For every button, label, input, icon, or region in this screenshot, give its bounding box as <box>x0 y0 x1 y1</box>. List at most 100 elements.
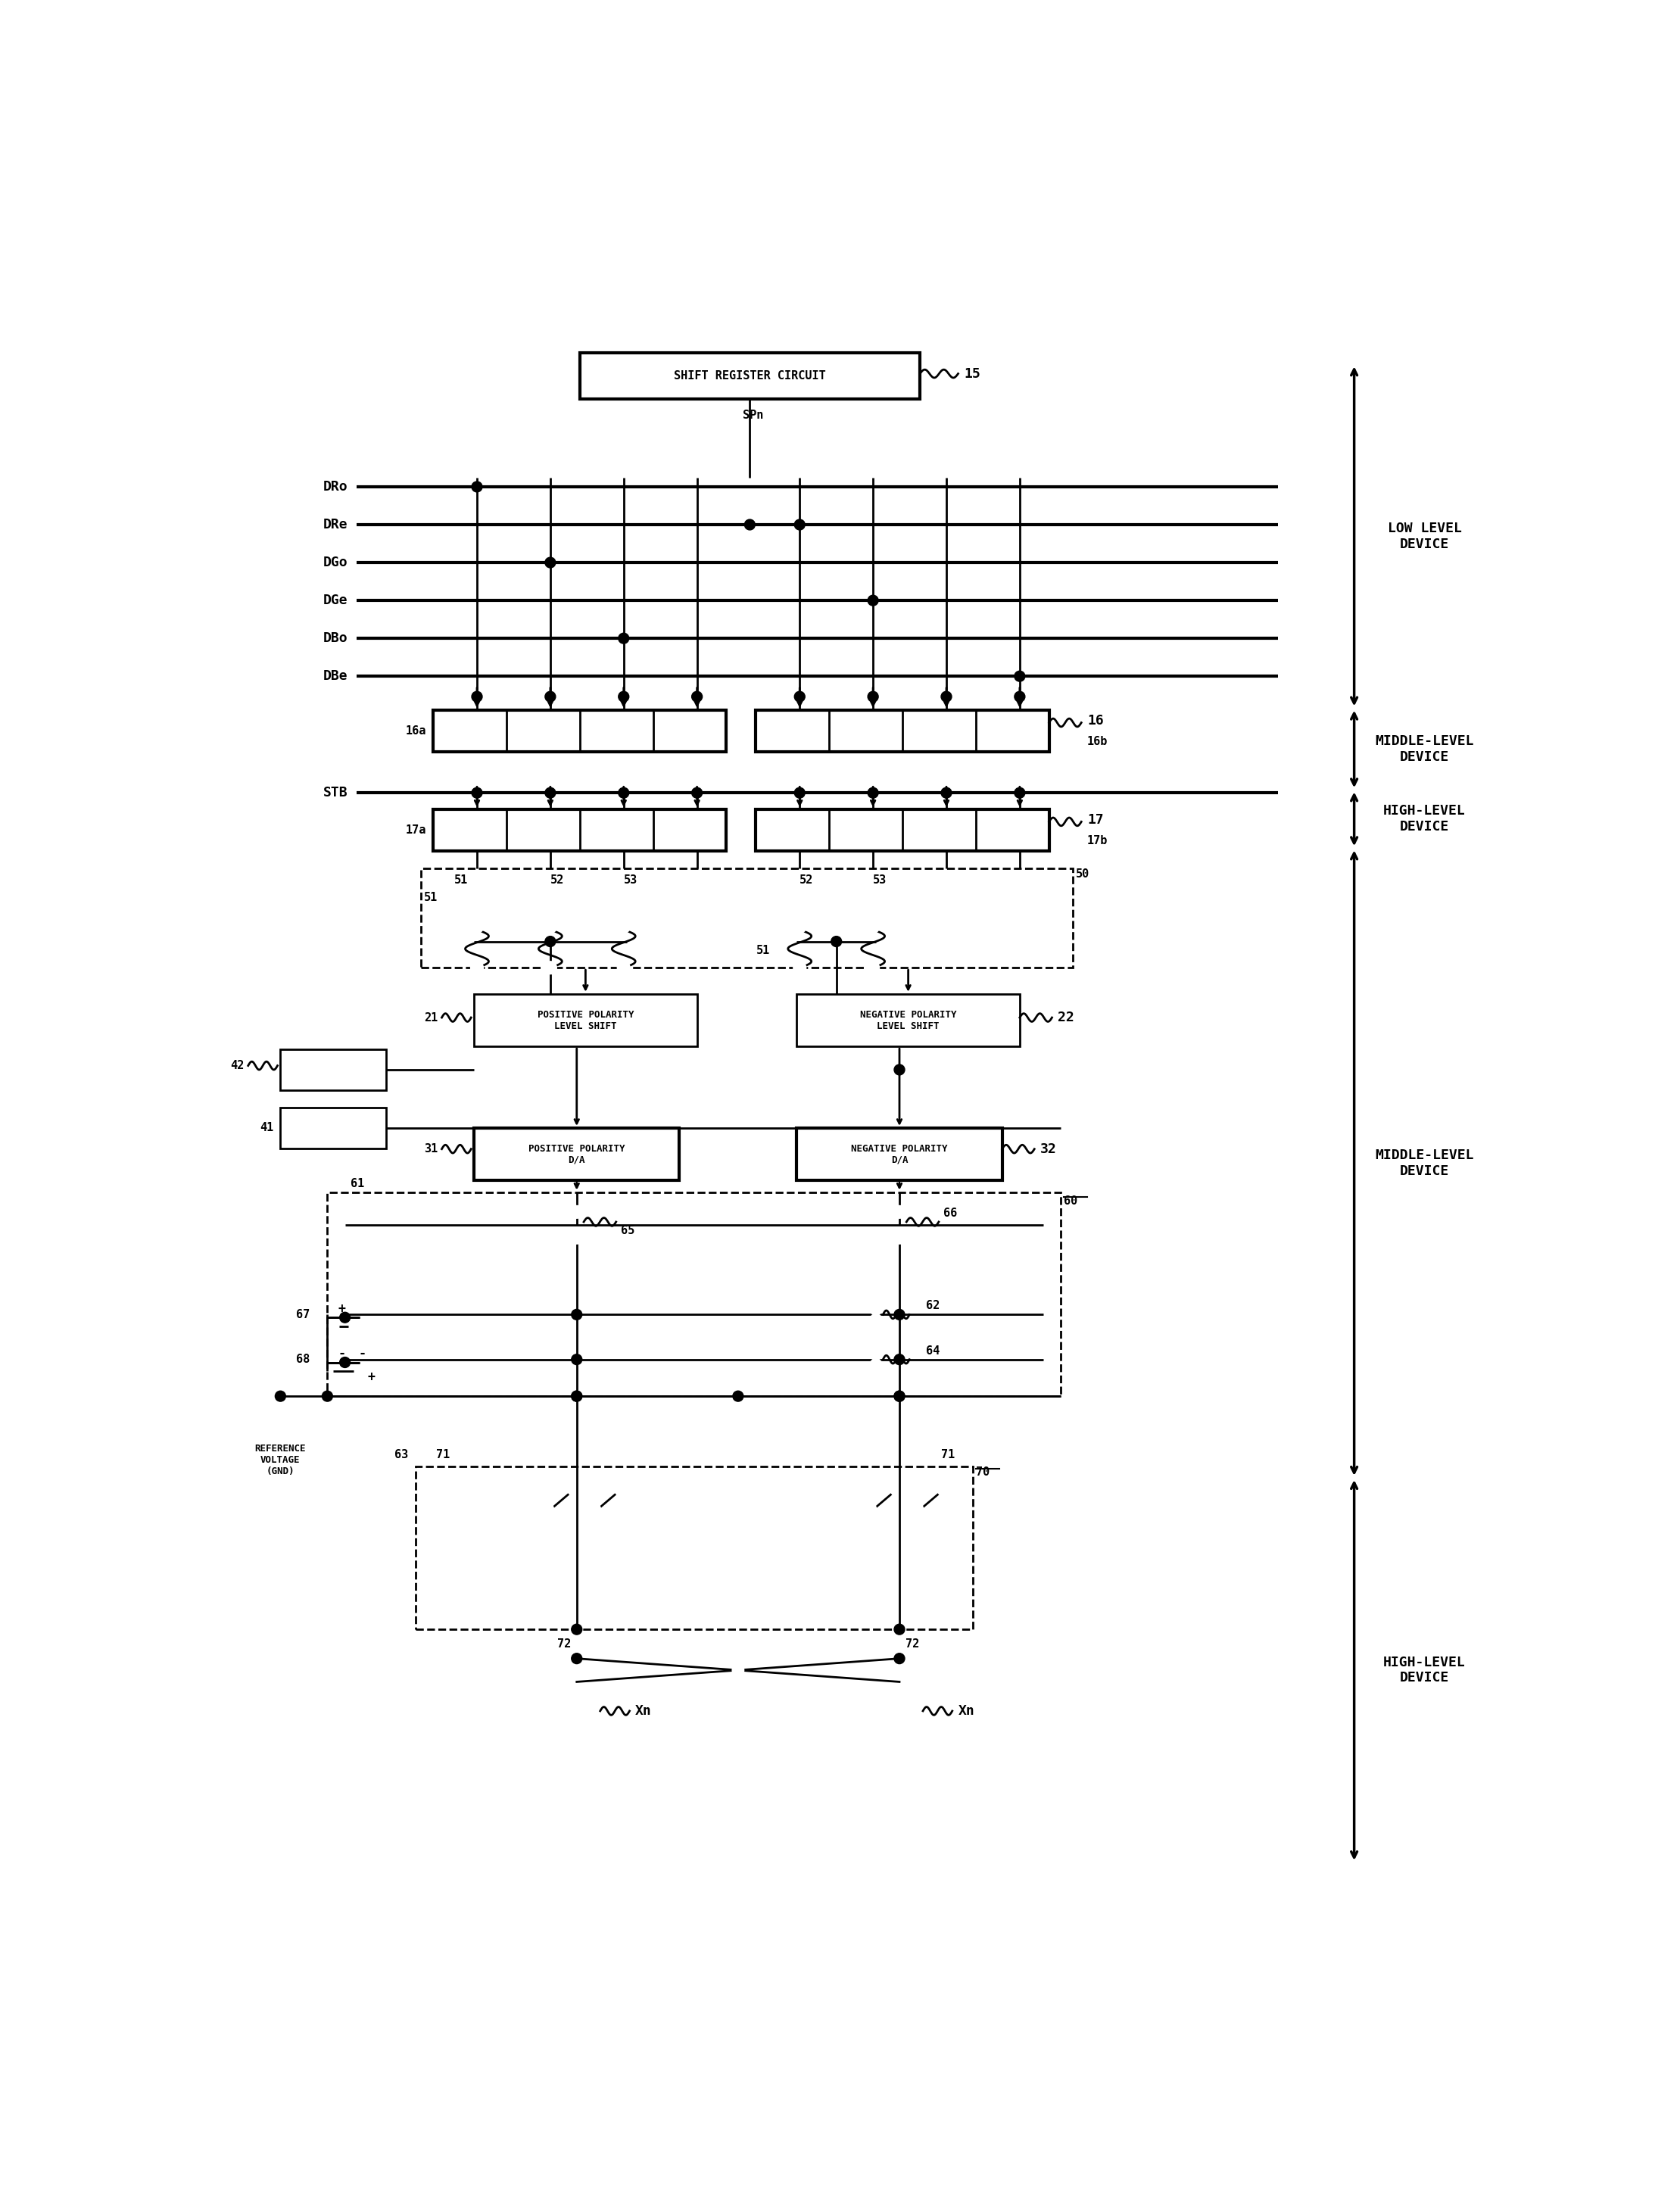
Circle shape <box>544 962 556 973</box>
Circle shape <box>894 1231 906 1244</box>
Circle shape <box>618 920 630 933</box>
Text: 16: 16 <box>1087 714 1104 727</box>
Circle shape <box>571 1205 583 1218</box>
Text: DGe: DGe <box>323 594 348 607</box>
Circle shape <box>941 692 951 701</box>
Bar <box>580 353 921 399</box>
Circle shape <box>544 920 556 933</box>
Circle shape <box>571 1624 581 1634</box>
Circle shape <box>544 557 556 567</box>
Circle shape <box>911 1503 922 1516</box>
Text: LOW LEVEL
DEVICE: LOW LEVEL DEVICE <box>1388 521 1462 550</box>
Text: REFERENCE
VOLTAGE
(GND): REFERENCE VOLTAGE (GND) <box>255 1444 306 1477</box>
Text: 16b: 16b <box>1087 736 1107 747</box>
Text: -: - <box>338 1347 346 1361</box>
Text: DGo: DGo <box>323 557 348 570</box>
Text: MIDDLE-LEVEL
DEVICE: MIDDLE-LEVEL DEVICE <box>1376 1148 1473 1179</box>
Bar <box>474 995 697 1047</box>
Circle shape <box>941 787 951 798</box>
Text: 53: 53 <box>874 874 887 885</box>
Circle shape <box>894 1065 906 1076</box>
Text: NEGATIVE POLARITY
LEVEL SHIFT: NEGATIVE POLARITY LEVEL SHIFT <box>860 1010 956 1030</box>
Circle shape <box>541 1503 553 1516</box>
Circle shape <box>472 482 482 493</box>
Text: 72: 72 <box>558 1639 571 1650</box>
Bar <box>756 808 1048 850</box>
Text: 21: 21 <box>423 1012 438 1023</box>
Circle shape <box>339 1356 349 1367</box>
Text: 52: 52 <box>551 874 564 885</box>
Bar <box>433 710 726 752</box>
Text: 67: 67 <box>296 1308 309 1321</box>
Circle shape <box>870 1315 882 1326</box>
Bar <box>415 1466 973 1630</box>
Circle shape <box>795 962 805 973</box>
Text: POSITIVE POLARITY
D/A: POSITIVE POLARITY D/A <box>529 1144 625 1166</box>
Text: MIDDLE-LEVEL
DEVICE: MIDDLE-LEVEL DEVICE <box>1376 734 1473 765</box>
Text: 50: 50 <box>1075 868 1089 881</box>
Circle shape <box>879 1691 921 1731</box>
Circle shape <box>571 1310 581 1319</box>
Circle shape <box>588 1503 600 1516</box>
Bar <box>474 1128 679 1181</box>
Circle shape <box>869 692 879 701</box>
Circle shape <box>571 1391 581 1402</box>
Text: 53: 53 <box>623 874 637 885</box>
Circle shape <box>795 920 805 933</box>
Circle shape <box>571 1231 583 1244</box>
Circle shape <box>556 1691 598 1731</box>
Text: Xn: Xn <box>958 1705 974 1718</box>
Text: 41: 41 <box>259 1122 274 1133</box>
Circle shape <box>470 962 482 973</box>
Text: HIGH-LEVEL
DEVICE: HIGH-LEVEL DEVICE <box>1383 1656 1465 1685</box>
Bar <box>328 1192 1060 1396</box>
Text: 51: 51 <box>423 892 438 903</box>
Circle shape <box>869 787 879 798</box>
Circle shape <box>894 1354 906 1365</box>
Circle shape <box>894 1205 906 1218</box>
Circle shape <box>732 1665 744 1676</box>
Text: DRe: DRe <box>323 517 348 532</box>
Circle shape <box>276 1391 286 1402</box>
Circle shape <box>867 962 879 973</box>
Circle shape <box>869 596 879 605</box>
Circle shape <box>618 787 628 798</box>
Circle shape <box>744 519 754 530</box>
Text: 51: 51 <box>454 874 469 885</box>
Circle shape <box>867 920 879 933</box>
Circle shape <box>472 787 482 798</box>
Bar <box>422 868 1072 968</box>
Text: 62: 62 <box>926 1299 939 1312</box>
Text: 52: 52 <box>800 874 813 885</box>
Text: 31: 31 <box>423 1144 438 1155</box>
Circle shape <box>795 519 805 530</box>
Text: 64: 64 <box>926 1345 939 1356</box>
Circle shape <box>692 787 702 798</box>
Text: +: + <box>368 1369 375 1385</box>
Circle shape <box>732 1391 743 1402</box>
Text: 72: 72 <box>906 1639 919 1650</box>
Text: 51: 51 <box>756 944 771 955</box>
Circle shape <box>795 787 805 798</box>
Circle shape <box>832 936 842 947</box>
Bar <box>281 1109 386 1148</box>
Circle shape <box>894 1391 906 1402</box>
Circle shape <box>894 1310 906 1319</box>
Text: 60: 60 <box>1063 1194 1077 1207</box>
Circle shape <box>472 692 482 701</box>
Circle shape <box>1015 787 1025 798</box>
Circle shape <box>470 920 482 933</box>
Circle shape <box>1015 692 1025 701</box>
Text: 68: 68 <box>296 1354 309 1365</box>
Text: +: + <box>338 1301 346 1315</box>
Text: 32: 32 <box>1040 1142 1057 1157</box>
Text: HIGH-LEVEL
DEVICE: HIGH-LEVEL DEVICE <box>1383 804 1465 835</box>
Text: Xn: Xn <box>635 1705 652 1718</box>
Circle shape <box>618 633 628 644</box>
Text: 17b: 17b <box>1087 835 1107 846</box>
Circle shape <box>571 1354 581 1365</box>
Text: 22: 22 <box>1058 1010 1074 1025</box>
Text: 70: 70 <box>976 1466 990 1477</box>
Circle shape <box>571 1654 581 1663</box>
Text: 71: 71 <box>941 1448 956 1461</box>
